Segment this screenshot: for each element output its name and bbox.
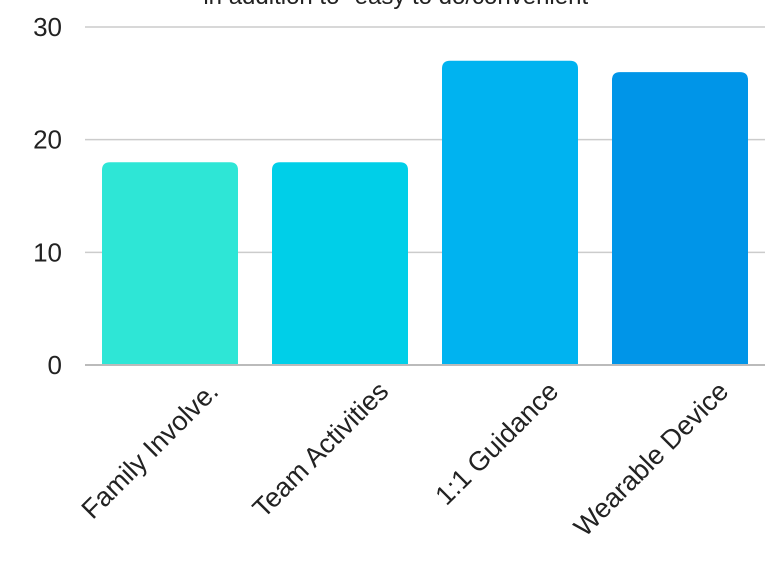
bar-4 bbox=[612, 72, 748, 366]
x-category-label-4: Wearable Device bbox=[568, 376, 734, 542]
bar-1 bbox=[102, 162, 238, 365]
y-tick-label-0: 0 bbox=[48, 350, 62, 380]
y-tick-label-20: 20 bbox=[33, 125, 62, 155]
bar-2 bbox=[272, 162, 408, 365]
bar-3 bbox=[442, 60, 578, 366]
x-axis-labels: Family Involve. Team Activities 1:1 Guidan… bbox=[76, 376, 735, 542]
y-tick-label-30: 30 bbox=[33, 12, 62, 42]
y-tick-label-10: 10 bbox=[33, 237, 62, 267]
x-category-label-2: Team Activities bbox=[247, 376, 394, 523]
chart-title: in addition to "easy to do/convenient" bbox=[203, 0, 596, 10]
bars bbox=[102, 60, 748, 366]
x-category-label-3: 1:1 Guidance bbox=[429, 376, 564, 511]
y-axis-ticks: 0 10 20 30 bbox=[33, 12, 62, 380]
x-category-label-1: Family Involve. bbox=[76, 376, 225, 525]
